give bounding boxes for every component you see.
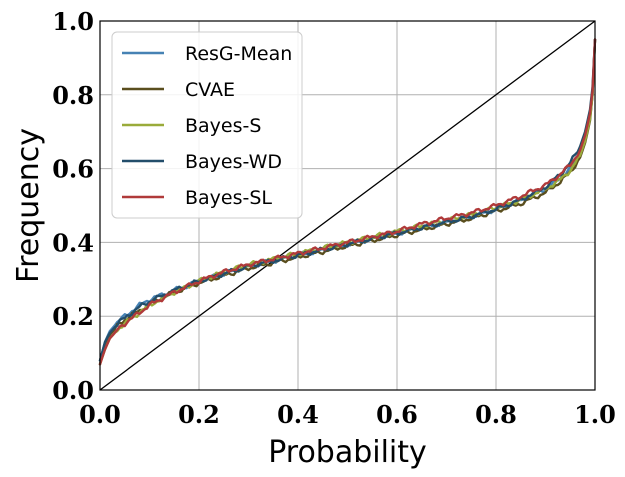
plot-frame [99,20,596,391]
y-tick-label: 0.2 [52,302,94,331]
legend-label: Bayes-WD [185,151,282,173]
reference-line [99,20,596,391]
x-tick-label: 0.0 [79,400,121,429]
legend-label: ResG-Mean [185,43,292,65]
x-tick-label: 0.6 [376,400,418,429]
series-group [98,38,597,366]
y-tick-label: 1.0 [52,7,94,36]
legend-label: Bayes-S [185,115,261,137]
perfect-calibration-line [99,20,596,391]
x-tick-label: 0.8 [475,400,517,429]
legend-label: Bayes-SL [185,187,272,209]
y-tick-label: 0.8 [52,81,94,110]
y-axis-label: Frequency [11,128,46,283]
y-tick-label: 0.6 [52,155,94,184]
x-tick-labels: 0.0 0.2 0.4 0.6 0.8 1.0 [79,400,616,429]
y-tick-label: 0.0 [52,376,94,405]
legend-label: CVAE [185,79,235,101]
x-axis-label: Probability [268,435,427,470]
legend: ResG-Mean CVAE Bayes-S Bayes-WD Bayes-SL [111,31,303,219]
x-tick-label: 1.0 [574,400,616,429]
series-line-bayes-sl [98,38,597,366]
legend-box [111,31,303,219]
y-tick-labels: 0.0 0.2 0.4 0.6 0.8 1.0 [52,7,94,405]
y-tick-label: 0.4 [52,228,94,257]
x-tick-label: 0.4 [277,400,319,429]
x-tick-label: 0.2 [178,400,220,429]
